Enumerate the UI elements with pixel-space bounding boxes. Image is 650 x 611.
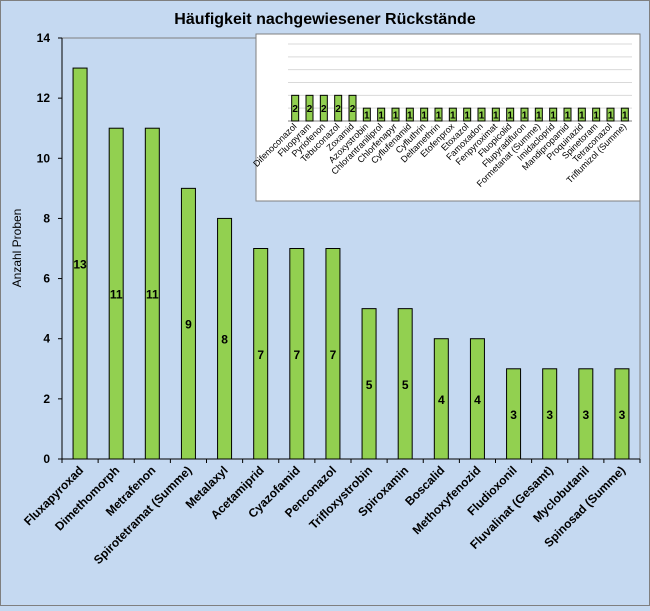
- inset-bar-data-label: 2: [335, 104, 341, 115]
- inset-bar: [463, 107, 472, 122]
- inset-bar-data-label: 1: [579, 111, 585, 122]
- inset-bar-data-label: 2: [292, 104, 298, 115]
- bar-data-label: 4: [474, 393, 481, 407]
- bar: [614, 368, 630, 460]
- bar-data-label: 13: [73, 258, 87, 272]
- bar: [361, 308, 377, 460]
- bar: [180, 187, 196, 460]
- bar: [289, 248, 305, 460]
- inset-bar-data-label: 2: [307, 104, 313, 115]
- y-tick-label: 10: [37, 151, 51, 165]
- inset-bar-data-label: 1: [565, 111, 571, 122]
- bar: [325, 248, 341, 460]
- y-axis-label: Anzahl Proben: [10, 209, 24, 288]
- inset-bar: [334, 94, 343, 122]
- inset-bar: [606, 107, 615, 122]
- bar-data-label: 5: [402, 378, 409, 392]
- bar: [578, 368, 594, 460]
- inset-bar: [420, 107, 429, 122]
- inset-bar-data-label: 1: [622, 111, 628, 122]
- inset-bar-data-label: 1: [593, 111, 599, 122]
- inset-bar: [291, 94, 300, 122]
- bar: [542, 368, 558, 460]
- bar-data-label: 7: [293, 348, 300, 362]
- inset-bar: [549, 107, 558, 122]
- bar-data-label: 5: [366, 378, 373, 392]
- bar: [506, 368, 522, 460]
- bar-data-label: 9: [185, 318, 192, 332]
- inset-bar: [506, 107, 515, 122]
- inset-bar: [620, 107, 629, 122]
- y-tick-label: 0: [43, 452, 50, 466]
- bar: [108, 127, 124, 460]
- inset-bar-data-label: 1: [550, 111, 556, 122]
- y-tick-label: 6: [43, 272, 50, 286]
- bar-data-label: 3: [546, 408, 553, 422]
- y-tick-label: 14: [37, 31, 51, 45]
- bar: [433, 338, 449, 460]
- inset-bar-data-label: 2: [350, 104, 356, 115]
- y-tick-label: 12: [37, 91, 51, 105]
- bar-data-label: 3: [582, 408, 589, 422]
- bar-data-label: 7: [257, 348, 264, 362]
- inset-bar-data-label: 1: [522, 111, 528, 122]
- chart-title: Häufigkeit nachgewiesener Rückstände: [174, 11, 476, 28]
- inset-bar: [434, 107, 443, 122]
- inset-bar: [592, 107, 601, 122]
- bar: [144, 127, 160, 460]
- inset-bar-data-label: 1: [378, 111, 384, 122]
- inset-bar: [534, 107, 543, 122]
- inset-bar: [377, 107, 386, 122]
- inset-bar-data-label: 1: [608, 111, 614, 122]
- inset-bar: [520, 107, 529, 122]
- inset-bar-data-label: 1: [479, 111, 485, 122]
- inset-bar: [563, 107, 572, 122]
- inset-bar-data-label: 1: [407, 111, 413, 122]
- bar: [397, 308, 413, 460]
- inset-bar: [348, 94, 357, 122]
- bar-data-label: 11: [110, 288, 123, 302]
- bar-data-label: 8: [221, 333, 228, 347]
- inset-bar: [577, 107, 586, 122]
- inset-bar-data-label: 1: [450, 111, 456, 122]
- inset-bar-data-label: 1: [464, 111, 470, 122]
- y-tick-label: 2: [43, 392, 50, 406]
- y-tick-label: 8: [43, 211, 50, 225]
- bar: [217, 217, 233, 460]
- inset-bar: [448, 107, 457, 122]
- bar-data-label: 3: [510, 408, 517, 422]
- bar-data-label: 3: [619, 408, 626, 422]
- inset-bar-data-label: 2: [321, 104, 327, 115]
- inset-bar: [319, 94, 328, 122]
- bar: [469, 338, 485, 460]
- inset-bar-data-label: 1: [436, 111, 442, 122]
- inset-bar: [305, 94, 314, 122]
- inset-bar-data-label: 1: [393, 111, 399, 122]
- inset-bar-data-label: 1: [493, 111, 499, 122]
- inset-bar-data-label: 1: [536, 111, 542, 122]
- inset-bar: [491, 107, 500, 122]
- bar: [72, 67, 88, 460]
- bar-data-label: 11: [146, 288, 159, 302]
- inset-bar: [405, 107, 414, 122]
- bar-data-label: 7: [330, 348, 337, 362]
- inset-bar-data-label: 1: [364, 111, 370, 122]
- inset-bar-data-label: 1: [421, 111, 427, 122]
- inset-bar: [477, 107, 486, 122]
- bar-data-label: 4: [438, 393, 445, 407]
- inset-bar: [362, 107, 371, 122]
- y-tick-label: 4: [43, 332, 50, 346]
- bar: [253, 248, 269, 460]
- inset-bar-data-label: 1: [507, 111, 513, 122]
- inset-bar: [391, 107, 400, 122]
